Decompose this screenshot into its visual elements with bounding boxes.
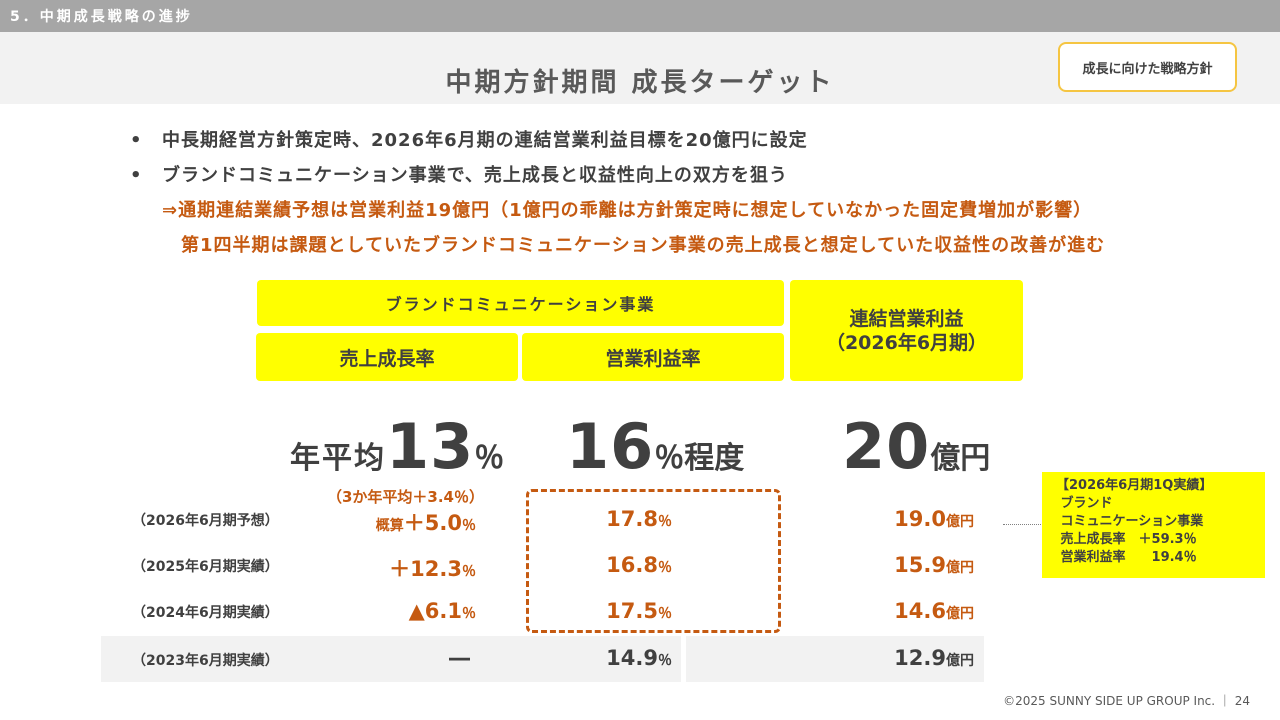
row-2023-background	[686, 636, 984, 682]
growth-2023: ―	[449, 646, 470, 670]
callout-connector	[1003, 524, 1043, 525]
q1-note: 第1四半期は課題としていたブランドコミュニケーション事業の売上成長と想定していた…	[181, 235, 1106, 256]
bullet-item: • 中長期経営方針策定時、2026年6月期の連結営業利益目標を20億円に設定	[130, 130, 808, 151]
strategy-link-button[interactable]: 成長に向けた戦略方針	[1058, 42, 1237, 92]
bullet-item: • ブランドコミュニケーション事業で、売上成長と収益性向上の双方を狙う	[130, 165, 788, 186]
three-year-average-note: （3か年平均＋3.4％）	[326, 488, 484, 506]
margin-2024: 17.5％	[606, 599, 672, 623]
profit-2025: 15.9億円	[894, 553, 974, 577]
margin-highlight-box	[526, 489, 781, 633]
brand-business-header: ブランドコミュニケーション事業	[257, 280, 784, 326]
op-margin-header: 営業利益率	[522, 333, 784, 381]
growth-2024: ▲6.1％	[408, 599, 476, 623]
bullet-dot-icon: •	[130, 165, 143, 186]
profit-2023: 12.9億円	[894, 646, 974, 670]
row-label-2024: （2024年6月期実績）	[132, 605, 279, 621]
margin-2025: 16.8％	[606, 553, 672, 577]
section-bar: 5．中期成長戦略の進捗	[0, 0, 1280, 32]
margin-2026: 17.8％	[606, 507, 672, 531]
page-title: 中期方針期間 成長ターゲット	[445, 68, 835, 98]
op-margin-target: 16％程度	[566, 410, 745, 483]
growth-2025: ＋12.3％	[389, 557, 476, 581]
row-label-2026: （2026年6月期予想）	[132, 513, 279, 529]
sales-growth-header: 売上成長率	[256, 333, 518, 381]
consolidated-profit-target: 20億円	[842, 410, 991, 483]
bullet-dot-icon: •	[130, 130, 143, 151]
profit-2024: 14.6億円	[894, 599, 974, 623]
growth-2026: 概算＋5.0％	[375, 511, 476, 535]
forecast-note: ⇒通期連結業績予想は営業利益19億円（1億円の乖離は方針策定時に想定していなかっ…	[162, 200, 1093, 221]
sales-growth-target: 年平均13％	[290, 410, 505, 483]
q1-results-callout: 【2026年6月期1Q実績】 ブランド コミュニケーション事業 売上成長率 ＋5…	[1042, 472, 1265, 578]
row-label-2023: （2023年6月期実績）	[132, 653, 279, 669]
footer-copyright: ©2025 SUNNY SIDE UP GROUP Inc. ｜ 24	[1003, 694, 1250, 708]
consolidated-op-profit-header: 連結営業利益 （2026年6月期）	[790, 280, 1023, 381]
row-2023-background	[101, 636, 681, 682]
profit-2026: 19.0億円	[894, 507, 974, 531]
section-label: 5．中期成長戦略の進捗	[10, 9, 193, 25]
row-label-2025: （2025年6月期実績）	[132, 559, 279, 575]
margin-2023: 14.9％	[606, 646, 672, 670]
